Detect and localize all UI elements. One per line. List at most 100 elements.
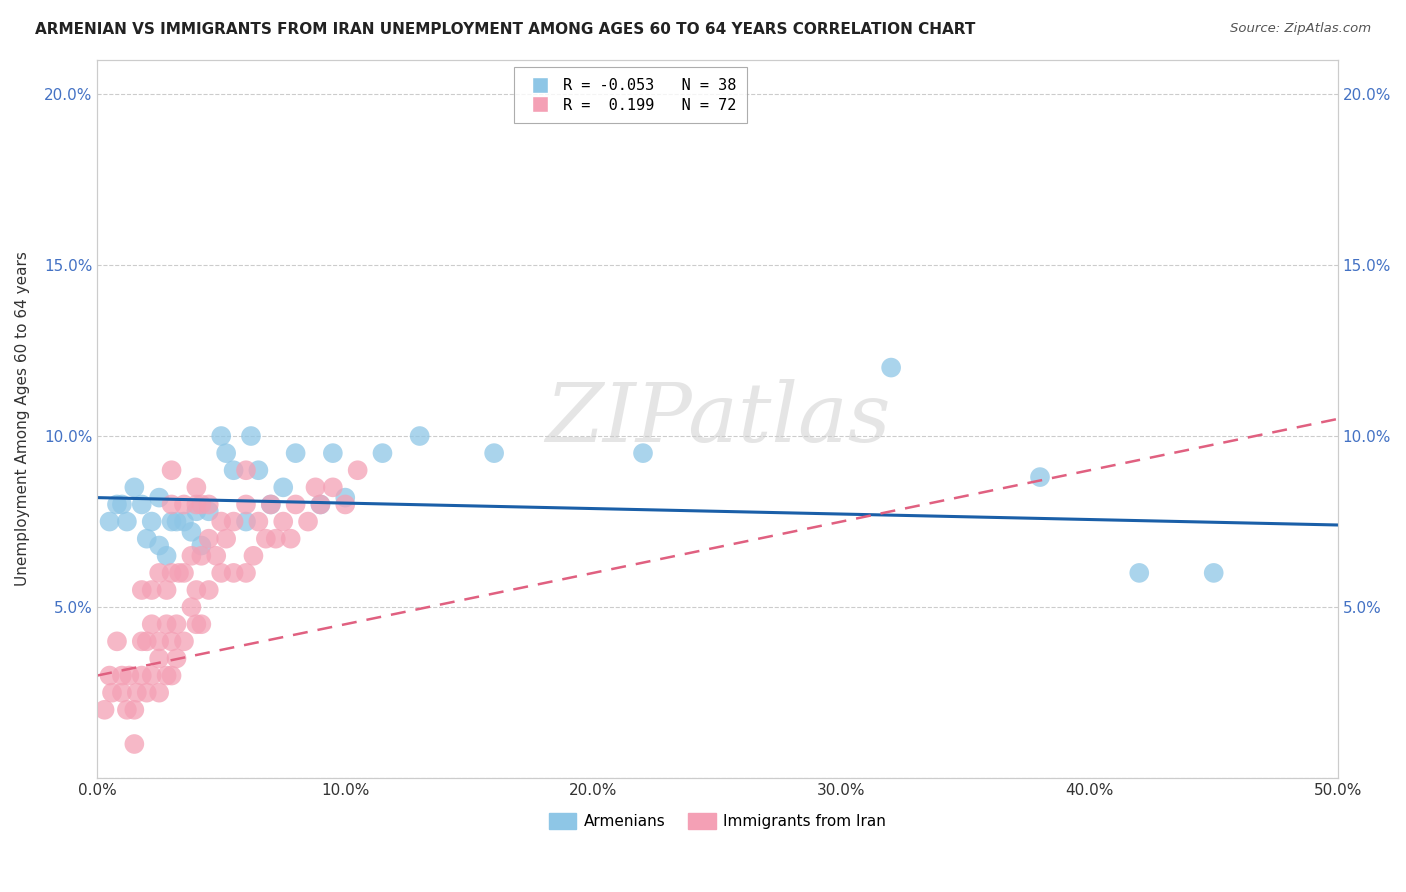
Point (180, 600, 202, 615)
Point (335, 491, 357, 505)
Point (167, 566, 190, 580)
Point (209, 429, 232, 443)
Text: Source: ZipAtlas.com: Source: ZipAtlas.com (1230, 22, 1371, 36)
Point (98, 515, 121, 529)
Point (1029, 470, 1052, 484)
Point (190, 539, 212, 553)
Point (141, 515, 163, 529)
Point (155, 668, 177, 682)
Point (115, 703, 138, 717)
Point (173, 566, 195, 580)
Point (105, 498, 128, 512)
Point (111, 668, 134, 682)
Point (166, 515, 188, 529)
Point (631, 446, 654, 460)
Point (235, 498, 257, 512)
Point (118, 668, 141, 682)
Point (93, 703, 115, 717)
Point (186, 582, 208, 597)
Point (111, 498, 134, 512)
Point (322, 446, 344, 460)
Point (173, 498, 195, 512)
Point (155, 582, 177, 597)
Point (190, 617, 212, 632)
Point (271, 515, 294, 529)
Point (160, 566, 183, 580)
Point (190, 549, 212, 563)
Text: ZIPatlas: ZIPatlas (544, 379, 890, 458)
Point (124, 737, 146, 751)
Point (197, 532, 219, 546)
Point (271, 480, 294, 494)
Point (124, 480, 146, 494)
Point (124, 703, 146, 717)
Point (148, 566, 170, 580)
Point (131, 498, 153, 512)
Point (346, 463, 368, 477)
Point (135, 686, 157, 700)
Point (141, 582, 163, 597)
Point (409, 429, 432, 443)
Point (180, 524, 202, 539)
Point (148, 651, 170, 665)
Point (222, 515, 245, 529)
Point (235, 515, 257, 529)
Point (160, 463, 183, 477)
Point (197, 582, 219, 597)
Point (115, 515, 138, 529)
Point (141, 668, 163, 682)
Point (309, 498, 332, 512)
Point (209, 566, 232, 580)
Point (173, 634, 195, 648)
Point (239, 429, 262, 443)
Point (186, 498, 208, 512)
Point (160, 634, 183, 648)
Point (131, 668, 153, 682)
Point (284, 446, 307, 460)
Point (197, 498, 219, 512)
Point (205, 549, 228, 563)
Point (215, 446, 238, 460)
Point (135, 532, 157, 546)
Point (186, 504, 208, 518)
Point (197, 504, 219, 518)
Point (166, 651, 188, 665)
Point (148, 634, 170, 648)
Point (105, 634, 128, 648)
Point (371, 446, 394, 460)
Point (148, 539, 170, 553)
Point (160, 515, 183, 529)
Point (186, 480, 208, 494)
Point (242, 549, 264, 563)
Point (297, 515, 319, 529)
Point (98, 668, 121, 682)
Point (125, 686, 148, 700)
Point (135, 634, 157, 648)
Point (222, 566, 245, 580)
Point (304, 480, 326, 494)
Point (235, 463, 257, 477)
Point (190, 498, 212, 512)
Point (215, 532, 238, 546)
Text: ARMENIAN VS IMMIGRANTS FROM IRAN UNEMPLOYMENT AMONG AGES 60 TO 64 YEARS CORRELAT: ARMENIAN VS IMMIGRANTS FROM IRAN UNEMPLO… (35, 22, 976, 37)
Y-axis label: Unemployment Among Ages 60 to 64 years: Unemployment Among Ages 60 to 64 years (15, 252, 30, 586)
Point (186, 617, 208, 632)
Point (260, 498, 283, 512)
Legend: Armenians, Immigrants from Iran: Armenians, Immigrants from Iran (543, 807, 893, 835)
Point (880, 360, 903, 375)
Point (160, 498, 183, 512)
Point (1128, 566, 1150, 580)
Point (284, 498, 307, 512)
Point (155, 549, 177, 563)
Point (254, 532, 277, 546)
Point (160, 668, 183, 682)
Point (101, 686, 124, 700)
Point (264, 532, 287, 546)
Point (209, 515, 232, 529)
Point (148, 686, 170, 700)
Point (111, 686, 134, 700)
Point (173, 515, 195, 529)
Point (247, 515, 270, 529)
Point (166, 617, 188, 632)
Point (235, 566, 257, 580)
